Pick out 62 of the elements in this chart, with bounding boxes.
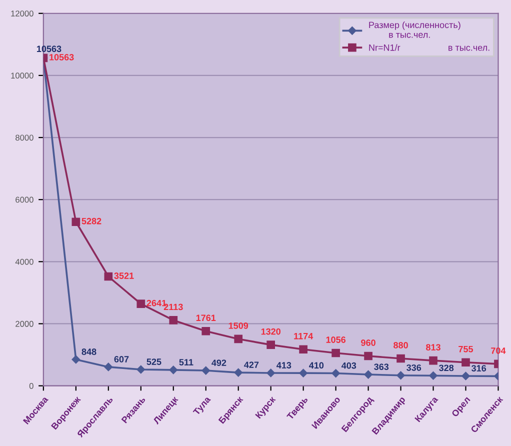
data-label: 10563 xyxy=(50,54,74,60)
point xyxy=(266,340,275,349)
data-label: 1174 xyxy=(294,332,314,340)
data-label: 492 xyxy=(212,360,226,366)
y-tick-label: 6000 xyxy=(16,196,34,203)
data-label: 813 xyxy=(426,344,440,350)
point xyxy=(429,356,438,365)
point xyxy=(136,300,146,308)
legend-label: Размер (численность) в тыс.чел. xyxy=(369,22,460,38)
data-label: 427 xyxy=(244,362,259,368)
y-tick-label: 10000 xyxy=(11,72,34,79)
data-label: 755 xyxy=(458,346,474,352)
point xyxy=(72,355,80,364)
point xyxy=(396,354,405,363)
data-label: 410 xyxy=(309,362,324,369)
point xyxy=(299,368,308,378)
data-label: 848 xyxy=(82,348,96,355)
point xyxy=(104,362,113,372)
data-label: 403 xyxy=(341,362,356,369)
point xyxy=(202,326,210,336)
point xyxy=(266,368,275,378)
data-label: 10563 xyxy=(37,46,62,52)
data-label: 328 xyxy=(439,364,454,372)
data-label: 363 xyxy=(374,364,389,370)
data-label: 607 xyxy=(114,356,129,362)
data-label: 316 xyxy=(472,365,486,372)
y-tick-label: 12000 xyxy=(11,10,34,16)
point xyxy=(202,366,210,375)
point xyxy=(364,352,372,360)
point xyxy=(364,370,372,379)
point xyxy=(72,218,80,226)
y-tick-label: 2000 xyxy=(16,320,34,327)
data-label: 1509 xyxy=(228,322,248,329)
point xyxy=(462,358,470,367)
point xyxy=(299,345,308,354)
y-tick-label: 0 xyxy=(29,382,34,389)
point xyxy=(169,366,178,374)
point xyxy=(234,368,242,377)
point xyxy=(429,371,438,380)
point xyxy=(104,272,113,281)
data-label: 960 xyxy=(361,340,376,346)
point xyxy=(462,372,470,380)
data-label: 525 xyxy=(146,358,162,365)
point xyxy=(396,371,405,380)
data-label: 1761 xyxy=(196,314,216,322)
data-label: 3521 xyxy=(114,272,134,279)
point xyxy=(332,348,340,358)
data-label: 336 xyxy=(406,364,422,371)
point xyxy=(234,334,243,344)
data-label: 511 xyxy=(179,359,194,366)
data-label: 413 xyxy=(276,362,292,368)
data-label: 880 xyxy=(394,342,408,348)
data-label: 5282 xyxy=(82,218,102,224)
point xyxy=(136,365,146,374)
y-tick-label: 4000 xyxy=(15,258,34,265)
data-label: 1320 xyxy=(261,328,281,335)
data-label: 1056 xyxy=(326,336,346,343)
data-label: 704 xyxy=(491,347,506,354)
legend-label: Nr=N1/r в тыс.чел. xyxy=(369,44,490,51)
point xyxy=(169,316,178,324)
point xyxy=(332,369,340,378)
y-tick-label: 8000 xyxy=(16,134,34,141)
